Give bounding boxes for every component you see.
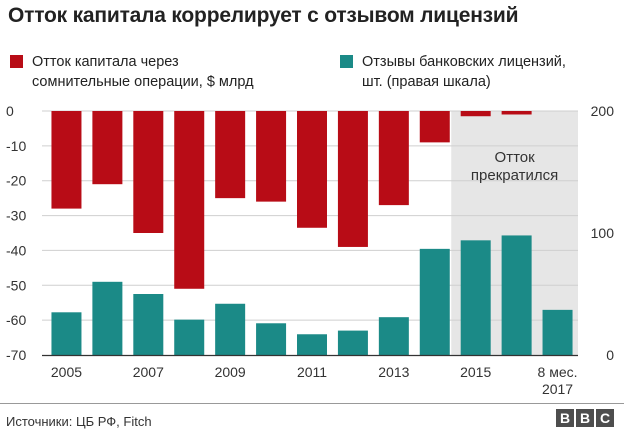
licenses-bar bbox=[378, 317, 409, 355]
outflow-bar bbox=[460, 111, 491, 117]
outflow-bar bbox=[297, 111, 327, 228]
outflow-bar bbox=[174, 111, 205, 289]
y-tick-label-left: -20 bbox=[6, 173, 26, 189]
source-note: Источники: ЦБ РФ, Fitch bbox=[6, 414, 152, 429]
licenses-bar bbox=[501, 235, 532, 355]
licenses-bar bbox=[174, 319, 205, 355]
x-tick-label: 2007 bbox=[133, 364, 164, 380]
y-tick-label-left: 0 bbox=[6, 103, 14, 119]
outflow-bar bbox=[419, 111, 450, 143]
licenses-bar bbox=[256, 323, 287, 355]
licenses-bar bbox=[51, 312, 82, 355]
x-tick-label: 2009 bbox=[215, 364, 246, 380]
y-tick-label-left: -10 bbox=[6, 138, 26, 154]
outflow-bar bbox=[133, 111, 164, 233]
outflow-bar bbox=[378, 111, 409, 206]
licenses-bar bbox=[133, 294, 164, 355]
y-tick-label-right: 100 bbox=[591, 225, 615, 241]
y-tick-label-right: 200 bbox=[591, 103, 615, 119]
bbc-logo: B B C bbox=[556, 409, 614, 427]
outflow-bar bbox=[92, 111, 123, 185]
licenses-bar bbox=[297, 334, 327, 355]
legend-label-licenses: Отзывы банковских лицензий, шт. (правая … bbox=[362, 54, 566, 90]
licenses-bar bbox=[337, 330, 368, 355]
bbc-logo-letter-2: B bbox=[576, 409, 594, 427]
legend-label-outflow: Отток капитала через сомнительные операц… bbox=[32, 54, 254, 90]
y-tick-label-left: -70 bbox=[6, 347, 26, 363]
licenses-bar bbox=[542, 309, 573, 355]
outflow-bar bbox=[215, 111, 246, 199]
legend-swatch-outflow bbox=[10, 55, 23, 68]
footer-divider bbox=[0, 403, 624, 404]
licenses-bar bbox=[460, 240, 491, 355]
bbc-logo-letter-3: C bbox=[596, 409, 614, 427]
x-tick-label: 8 мес. 2017 bbox=[538, 364, 578, 397]
annotation-outflow-stopped: Отток прекратился bbox=[471, 149, 558, 184]
y-tick-label-right: 0 bbox=[606, 347, 614, 363]
outflow-bar bbox=[256, 111, 287, 202]
chart-plot: 0 -10 -20 -30 -40 -50 -60 -70 200 100 0 2005 2007 200… bbox=[6, 103, 615, 397]
licenses-bar bbox=[419, 248, 450, 355]
licenses-bar bbox=[92, 281, 123, 355]
x-tick-label: 2005 bbox=[51, 364, 82, 380]
y-tick-label-left: -40 bbox=[6, 242, 26, 258]
bbc-logo-letter-1: B bbox=[556, 409, 574, 427]
x-tick-label: 2015 bbox=[460, 364, 491, 380]
legend-swatch-licenses bbox=[340, 55, 353, 68]
x-tick-label: 2013 bbox=[378, 364, 409, 380]
outflow-bar bbox=[501, 111, 532, 115]
x-tick-label: 2011 bbox=[297, 364, 327, 380]
outflow-bar bbox=[51, 111, 82, 209]
y-tick-label-left: -50 bbox=[6, 277, 26, 293]
y-tick-label-left: -60 bbox=[6, 312, 26, 328]
licenses-bar bbox=[215, 303, 246, 355]
chart-title: Отток капитала коррелирует с отзывом лиц… bbox=[8, 4, 519, 27]
outflow-bar bbox=[337, 111, 368, 247]
y-tick-label-left: -30 bbox=[6, 208, 26, 224]
